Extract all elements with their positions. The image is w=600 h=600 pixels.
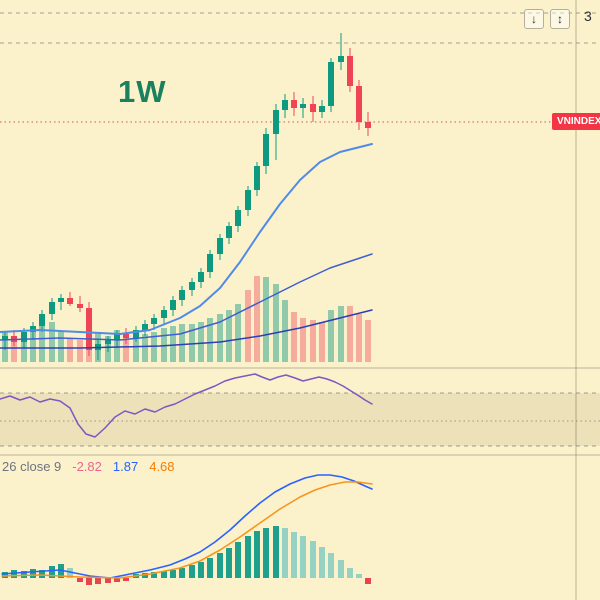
macd-signal-value: 4.68	[149, 459, 175, 474]
toolbar-corner-text: 3	[584, 8, 592, 24]
download-button[interactable]: ↓	[524, 9, 544, 29]
macd-line-value: 1.87	[112, 459, 139, 474]
collapse-icon: ↕	[557, 12, 563, 26]
price-axis-label: VNINDEX	[552, 113, 600, 130]
macd-params: 26 close 9	[2, 459, 62, 474]
macd-histogram-value: -2.82	[72, 459, 102, 474]
collapse-panel-button[interactable]: ↕	[550, 9, 570, 29]
download-icon: ↓	[531, 12, 537, 26]
macd-indicator-header[interactable]: 26 close 9 -2.82 1.87 4.68	[2, 459, 175, 474]
timeframe-watermark: 1W	[118, 74, 167, 109]
